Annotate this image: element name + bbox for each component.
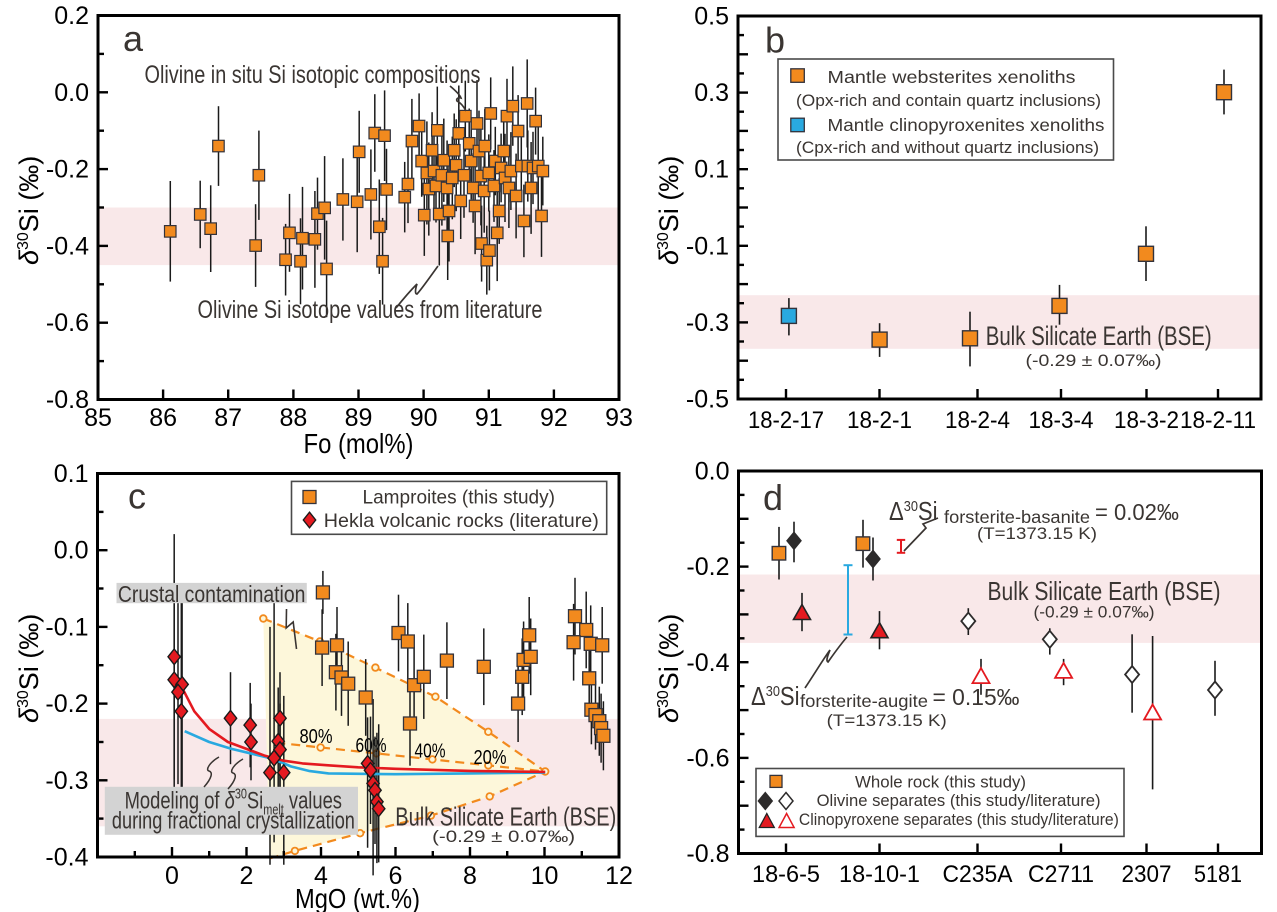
- svg-text:during fractional crystallizat: during fractional crystallization: [112, 808, 355, 835]
- svg-text:-0.2: -0.2: [46, 156, 89, 184]
- svg-text:0.0: 0.0: [695, 458, 730, 486]
- svg-text:0.2: 0.2: [54, 2, 89, 30]
- svg-text:-0.6: -0.6: [686, 744, 729, 772]
- svg-text:18-2-1: 18-2-1: [847, 407, 912, 434]
- svg-text:a: a: [123, 18, 144, 59]
- svg-text:(T=1373.15 K): (T=1373.15 K): [827, 711, 947, 730]
- svg-text:C2711: C2711: [1028, 861, 1094, 888]
- svg-text:Whole rock (this study): Whole rock (this study): [855, 773, 1026, 792]
- svg-text:18-2-4: 18-2-4: [945, 407, 1010, 434]
- svg-text:(T=1373.15 K): (T=1373.15 K): [977, 524, 1097, 543]
- svg-text:0.1: 0.1: [694, 156, 729, 184]
- svg-text:δ30Si (‰): δ30Si (‰): [14, 156, 44, 265]
- svg-text:89: 89: [345, 404, 373, 432]
- svg-text:5181: 5181: [1194, 861, 1242, 888]
- svg-text:-0.3: -0.3: [686, 309, 729, 337]
- svg-text:-0.3: -0.3: [45, 767, 88, 795]
- svg-text:Bulk Silicate Earth (BSE): Bulk Silicate Earth (BSE): [988, 576, 1221, 606]
- svg-text:93: 93: [605, 404, 633, 432]
- svg-text:= 0.15‰: = 0.15‰: [933, 684, 1020, 710]
- svg-text:-0.8: -0.8: [686, 840, 729, 868]
- svg-text:Lamproites (this study): Lamproites (this study): [363, 486, 556, 508]
- svg-text:6: 6: [389, 862, 403, 890]
- svg-text:2: 2: [240, 862, 254, 890]
- svg-text:85: 85: [84, 404, 112, 432]
- svg-text:C235A: C235A: [943, 861, 1014, 888]
- svg-text:10: 10: [531, 862, 559, 890]
- svg-text:-0.4: -0.4: [46, 232, 89, 260]
- svg-text:18-6-5: 18-6-5: [752, 861, 820, 888]
- svg-text:0.0: 0.0: [54, 537, 89, 565]
- svg-text:2307: 2307: [1122, 861, 1172, 888]
- svg-text:0.5: 0.5: [694, 3, 729, 31]
- svg-text:Crustal contamination: Crustal contamination: [118, 581, 306, 607]
- svg-text:Clinopyroxene separates (this: Clinopyroxene separates (this study/lite…: [799, 810, 1119, 829]
- svg-text:18-3-2: 18-3-2: [1114, 407, 1179, 434]
- svg-text:Bulk Silicate Earth (BSE): Bulk Silicate Earth (BSE): [986, 321, 1212, 351]
- svg-text:0.1: 0.1: [54, 460, 89, 488]
- svg-text:forsterite-augite: forsterite-augite: [800, 691, 928, 711]
- svg-text:80%: 80%: [300, 726, 333, 748]
- svg-text:0.0: 0.0: [54, 79, 89, 107]
- svg-text:91: 91: [475, 404, 503, 432]
- svg-text:-0.1: -0.1: [686, 232, 729, 260]
- svg-text:δ30Si (‰): δ30Si (‰): [654, 156, 684, 265]
- svg-text:92: 92: [540, 404, 568, 432]
- svg-text:Mantle websterites xenoliths: Mantle websterites xenoliths: [828, 67, 1076, 87]
- svg-text:-0.1: -0.1: [45, 613, 88, 641]
- svg-text:δ30Si (‰): δ30Si (‰): [14, 614, 44, 723]
- svg-text:b: b: [765, 20, 785, 61]
- svg-text:86: 86: [149, 404, 177, 432]
- svg-text:8: 8: [463, 862, 477, 890]
- svg-text:Bulk Silicate Earth (BSE): Bulk Silicate Earth (BSE): [395, 802, 616, 832]
- svg-text:0.3: 0.3: [694, 79, 729, 107]
- svg-text:(Opx-rich and contain quartz i: (Opx-rich and contain quartz inclusions): [796, 91, 1101, 110]
- svg-text:Hekla volcanic rocks (literatu: Hekla volcanic rocks (literature): [324, 510, 599, 532]
- svg-text:-0.2: -0.2: [45, 690, 88, 718]
- svg-text:-0.6: -0.6: [46, 309, 89, 337]
- svg-text:d: d: [763, 477, 783, 518]
- svg-text:-0.4: -0.4: [45, 844, 88, 872]
- svg-text:Olivine in situ Si isotopic co: Olivine in situ Si isotopic compositions: [145, 61, 481, 89]
- svg-text:Mantle clinopyroxenites xenoli: Mantle clinopyroxenites xenoliths: [828, 115, 1105, 135]
- svg-text:Modeling of δ30Simelt values: Modeling of δ30Simelt values: [125, 785, 343, 818]
- svg-text:(-0.29 ± 0.07‰): (-0.29 ± 0.07‰): [1034, 603, 1155, 622]
- svg-text:Olivine separates (this study/: Olivine separates (this study/literature…: [817, 791, 1101, 810]
- svg-text:4: 4: [314, 862, 328, 890]
- svg-text:(Cpx-rich and without quartz i: (Cpx-rich and without quartz inclusions): [796, 138, 1099, 157]
- svg-text:= 0.02‰: = 0.02‰: [1095, 499, 1179, 525]
- svg-text:20%: 20%: [474, 747, 507, 769]
- svg-text:18-10-1: 18-10-1: [839, 861, 920, 888]
- svg-text:-0.2: -0.2: [686, 553, 729, 581]
- svg-text:(-0.29 ± 0.07‰): (-0.29 ± 0.07‰): [432, 827, 575, 846]
- svg-text:δ30Si (‰): δ30Si (‰): [654, 614, 684, 723]
- svg-text:40%: 40%: [415, 741, 446, 763]
- svg-text:18-3-4: 18-3-4: [1029, 407, 1094, 434]
- svg-text:-0.4: -0.4: [686, 649, 729, 677]
- svg-text:-0.5: -0.5: [686, 386, 729, 414]
- svg-text:0: 0: [165, 862, 179, 890]
- svg-text:87: 87: [214, 404, 242, 432]
- svg-text:forsterite-basanite: forsterite-basanite: [944, 507, 1090, 527]
- svg-text:(-0.29 ± 0.07‰): (-0.29 ± 0.07‰): [1026, 351, 1162, 370]
- svg-text:MgO (wt.%): MgO (wt.%): [295, 883, 420, 912]
- svg-text:-0.8: -0.8: [46, 386, 89, 414]
- svg-text:Olivine Si isotope values from: Olivine Si isotope values from literatur…: [198, 296, 543, 324]
- svg-text:90: 90: [410, 404, 438, 432]
- svg-text:12: 12: [605, 862, 633, 890]
- svg-text:88: 88: [279, 404, 307, 432]
- svg-text:Fo (mol%): Fo (mol%): [304, 428, 414, 459]
- svg-text:18-2-11: 18-2-11: [1180, 407, 1256, 434]
- svg-text:18-2-17: 18-2-17: [748, 407, 824, 434]
- svg-text:c: c: [128, 476, 146, 517]
